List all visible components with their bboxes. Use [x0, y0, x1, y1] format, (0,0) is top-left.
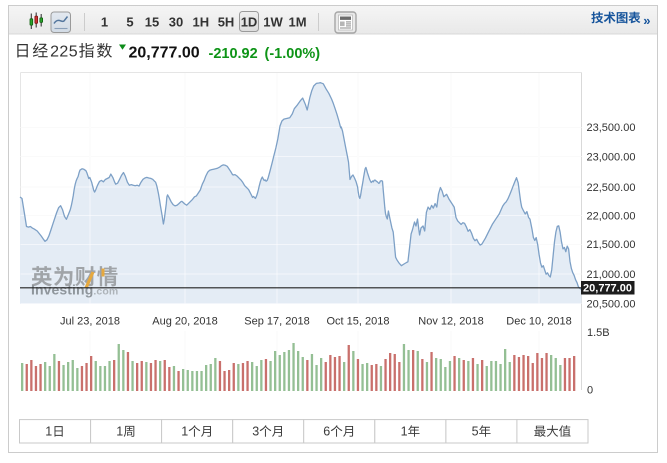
svg-text:1D: 1D: [241, 15, 258, 30]
svg-text:(-1.00%): (-1.00%): [265, 46, 321, 62]
svg-text:1: 1: [401, 424, 408, 438]
svg-text:-210.92: -210.92: [209, 46, 258, 62]
svg-text:21,500.00: 21,500.00: [587, 239, 636, 251]
svg-text:15: 15: [145, 15, 159, 30]
svg-text:225: 225: [50, 43, 78, 60]
svg-text:22,500.00: 22,500.00: [587, 182, 636, 194]
svg-text:1H: 1H: [192, 15, 209, 30]
svg-text:Investing.com: Investing.com: [31, 282, 118, 298]
svg-text:22,000.00: 22,000.00: [587, 210, 636, 222]
svg-text:5: 5: [472, 424, 479, 438]
svg-text:21,000.00: 21,000.00: [587, 269, 636, 281]
svg-text:1: 1: [101, 15, 108, 30]
svg-text:Oct 15, 2018: Oct 15, 2018: [327, 316, 390, 328]
svg-text:3: 3: [252, 424, 259, 438]
svg-text:5H: 5H: [218, 15, 235, 30]
svg-text:Aug 20, 2018: Aug 20, 2018: [152, 316, 217, 328]
svg-text:Dec 10, 2018: Dec 10, 2018: [506, 316, 571, 328]
svg-text:Jul 23, 2018: Jul 23, 2018: [60, 316, 120, 328]
svg-text:20,777.00: 20,777.00: [583, 283, 632, 295]
svg-text:23,500.00: 23,500.00: [587, 122, 636, 134]
svg-text:23,000.00: 23,000.00: [587, 152, 636, 164]
svg-text:Nov 12, 2018: Nov 12, 2018: [418, 316, 483, 328]
svg-text:20,777.00: 20,777.00: [129, 45, 200, 62]
svg-text:5: 5: [126, 15, 133, 30]
svg-text:20,500.00: 20,500.00: [587, 298, 636, 310]
svg-text:1M: 1M: [288, 15, 306, 30]
svg-text:1: 1: [116, 424, 123, 438]
svg-text:0: 0: [587, 385, 593, 397]
svg-text:6: 6: [323, 424, 330, 438]
svg-text:1: 1: [181, 424, 188, 438]
svg-text:1: 1: [45, 424, 52, 438]
svg-text:30: 30: [169, 15, 183, 30]
svg-text:»: »: [643, 13, 650, 28]
svg-text:1.5B: 1.5B: [587, 327, 610, 339]
svg-text:Sep 17, 2018: Sep 17, 2018: [244, 316, 309, 328]
svg-text:1W: 1W: [263, 15, 283, 30]
